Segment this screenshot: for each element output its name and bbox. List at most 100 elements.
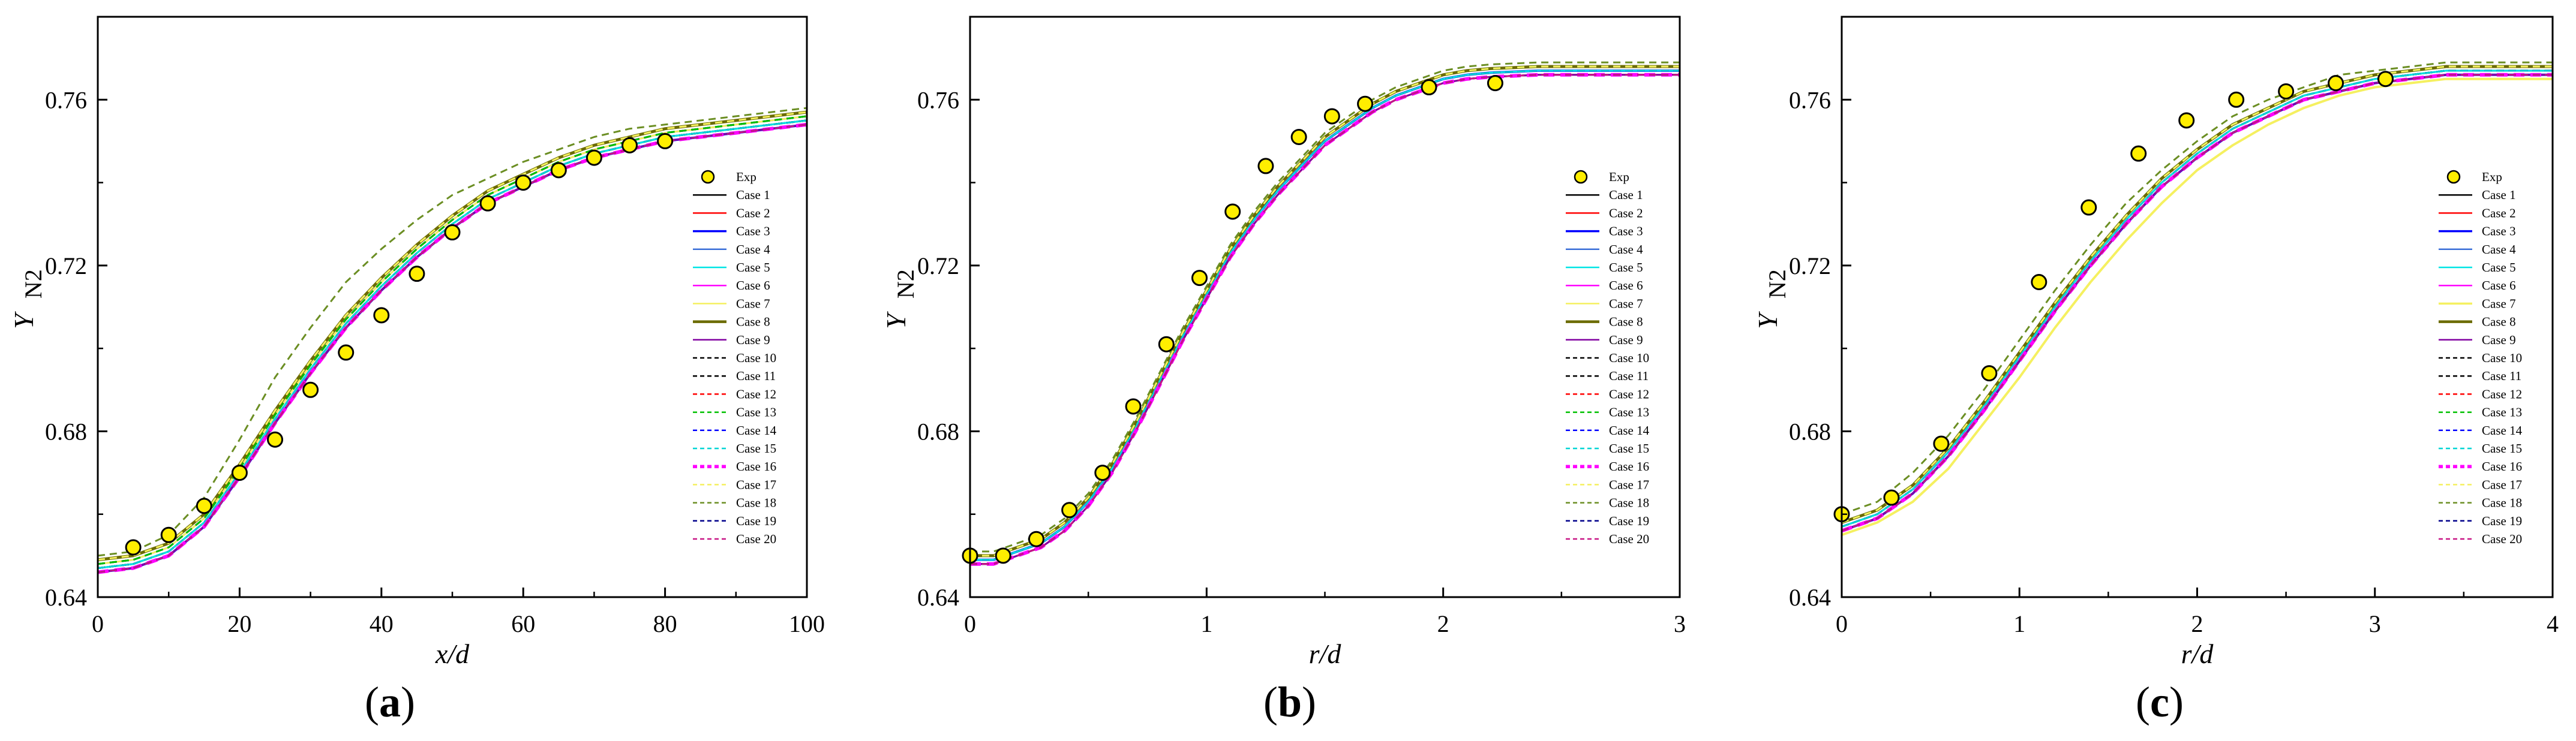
y-axis-title-sub: N2 xyxy=(1764,269,1791,299)
exp-data-point xyxy=(125,539,142,556)
exp-data-point xyxy=(550,162,567,179)
legend-label: Case 6 xyxy=(736,278,770,293)
x-tick-label: 1 xyxy=(1200,610,1212,637)
exp-data-point xyxy=(2031,274,2047,291)
y-axis-title-main: Y xyxy=(881,311,911,329)
exp-data-point xyxy=(1094,465,1111,481)
y-tick-label: 0.68 xyxy=(1789,418,1831,445)
exp-data-point xyxy=(1981,365,1998,382)
legend-marker-exp xyxy=(701,170,715,184)
legend: Exp Case 1 Case 2 Case 3 Case 4 Case 5 Case 6 C… xyxy=(693,170,777,546)
legend: Exp Case 1 Case 2 Case 3 Case 4 Case 5 Case 6 C… xyxy=(1566,170,1650,546)
series-line-case-8 xyxy=(1842,65,2553,524)
legend-label: Case 5 xyxy=(2482,260,2516,275)
exp-data-point xyxy=(995,547,1011,564)
y-axis-title: Y N2 xyxy=(1752,269,1791,329)
legend-label: Case 20 xyxy=(736,532,776,546)
y-tick-label: 0.76 xyxy=(917,86,959,113)
x-tick-label: 2 xyxy=(1437,610,1449,637)
series-line-case-18 xyxy=(1842,61,2553,516)
legend-label: Case 3 xyxy=(1609,224,1643,239)
y-tick-label: 0.68 xyxy=(917,418,959,445)
y-tick-label: 0.72 xyxy=(45,252,87,279)
legend-label: Case 2 xyxy=(736,206,770,220)
legend-label: Case 3 xyxy=(736,224,770,239)
series-line-case-18 xyxy=(98,107,807,557)
series-line-case-2 xyxy=(970,74,1680,565)
legend-label: Case 10 xyxy=(2482,351,2522,365)
legend-label: Case 1 xyxy=(2482,188,2516,202)
x-tick-label: 1 xyxy=(2013,610,2025,637)
legend-label: Case 20 xyxy=(1609,532,1649,546)
legend-label: Case 6 xyxy=(2482,278,2516,293)
legend-label: Case 17 xyxy=(736,477,776,492)
legend-label: Case 2 xyxy=(1609,206,1643,220)
exp-data-point xyxy=(1357,95,1374,112)
x-tick-label: 100 xyxy=(789,610,825,637)
exp-data-point xyxy=(444,224,461,241)
legend-label: Case 10 xyxy=(1609,351,1649,365)
series-line-case-20 xyxy=(1842,74,2553,532)
panel-label-open: ( xyxy=(365,678,379,726)
series-line-case-8 xyxy=(98,110,807,562)
exp-data-point xyxy=(1061,502,1078,519)
series-group xyxy=(1842,61,2553,537)
y-axis-title-sub: N2 xyxy=(892,269,919,299)
series-line-case-5 xyxy=(1842,70,2553,528)
series-line-case-7 xyxy=(1842,77,2553,537)
legend-label: Case 15 xyxy=(2482,441,2522,456)
legend: Exp Case 1 Case 2 Case 3 Case 4 Case 5 Case 6 C… xyxy=(2439,170,2523,546)
legend-label: Case 15 xyxy=(1609,441,1649,456)
legend-label: Case 6 xyxy=(1609,278,1643,293)
legend-label: Case 17 xyxy=(1609,477,1649,492)
legend-label: Case 20 xyxy=(2482,532,2522,546)
legend-label: Case 19 xyxy=(1609,514,1649,528)
exp-data-point xyxy=(338,344,355,361)
x-axis-title: r/d xyxy=(1309,638,1342,669)
legend-label: Case 14 xyxy=(736,423,777,438)
exp-data-point xyxy=(2377,71,2394,88)
exp-data-point xyxy=(160,526,177,543)
legend-label: Case 16 xyxy=(1609,459,1649,474)
y-axis-title-main: Y xyxy=(1752,311,1783,329)
exp-data-point xyxy=(1421,79,1437,96)
legend-label: Case 5 xyxy=(1609,260,1643,275)
exp-data-point xyxy=(657,132,674,149)
legend-marker-exp xyxy=(1574,170,1588,184)
legend-label: Case 1 xyxy=(736,188,770,202)
exp-data-point xyxy=(2228,91,2245,108)
x-tick-label: 60 xyxy=(511,610,535,637)
legend-label: Case 11 xyxy=(2482,369,2521,383)
legend-label: Case 7 xyxy=(1609,296,1643,311)
x-tick-label: 0 xyxy=(1836,610,1848,637)
legend-label: Case 8 xyxy=(2482,315,2516,329)
legend-label: Case 3 xyxy=(2482,224,2516,239)
exp-data-point xyxy=(1224,203,1241,220)
series-line-case-13 xyxy=(1842,65,2553,523)
plot-frame xyxy=(1841,16,2554,598)
x-axis-title: x/d xyxy=(435,638,470,669)
panel-label-letter: a xyxy=(379,678,401,726)
exp-data-point xyxy=(1323,108,1340,125)
legend-label: Case 4 xyxy=(2482,242,2516,257)
exp-data-point xyxy=(2178,112,2195,129)
series-line-case-10 xyxy=(1842,65,2553,523)
legend-label: Case 14 xyxy=(2482,423,2523,438)
legend-label: Case 15 xyxy=(736,441,776,456)
y-tick-label: 0.76 xyxy=(1789,86,1831,113)
exp-data-point xyxy=(1290,129,1307,146)
exp-data-point xyxy=(515,174,532,191)
legend-label: Case 10 xyxy=(736,351,776,365)
exp-data-point xyxy=(1883,489,1900,506)
x-tick-label: 0 xyxy=(92,610,104,637)
series-line-case-19 xyxy=(970,74,1680,565)
x-tick-label: 3 xyxy=(1674,610,1686,637)
panel-label-close: ) xyxy=(1302,678,1316,726)
exp-data-point xyxy=(586,149,602,166)
series-line-case-17 xyxy=(1842,65,2553,523)
exp-data-point xyxy=(302,381,319,398)
legend-label: Case 13 xyxy=(2482,405,2522,420)
legend-label: Case 19 xyxy=(736,514,776,528)
legend-label: Case 12 xyxy=(2482,387,2522,401)
